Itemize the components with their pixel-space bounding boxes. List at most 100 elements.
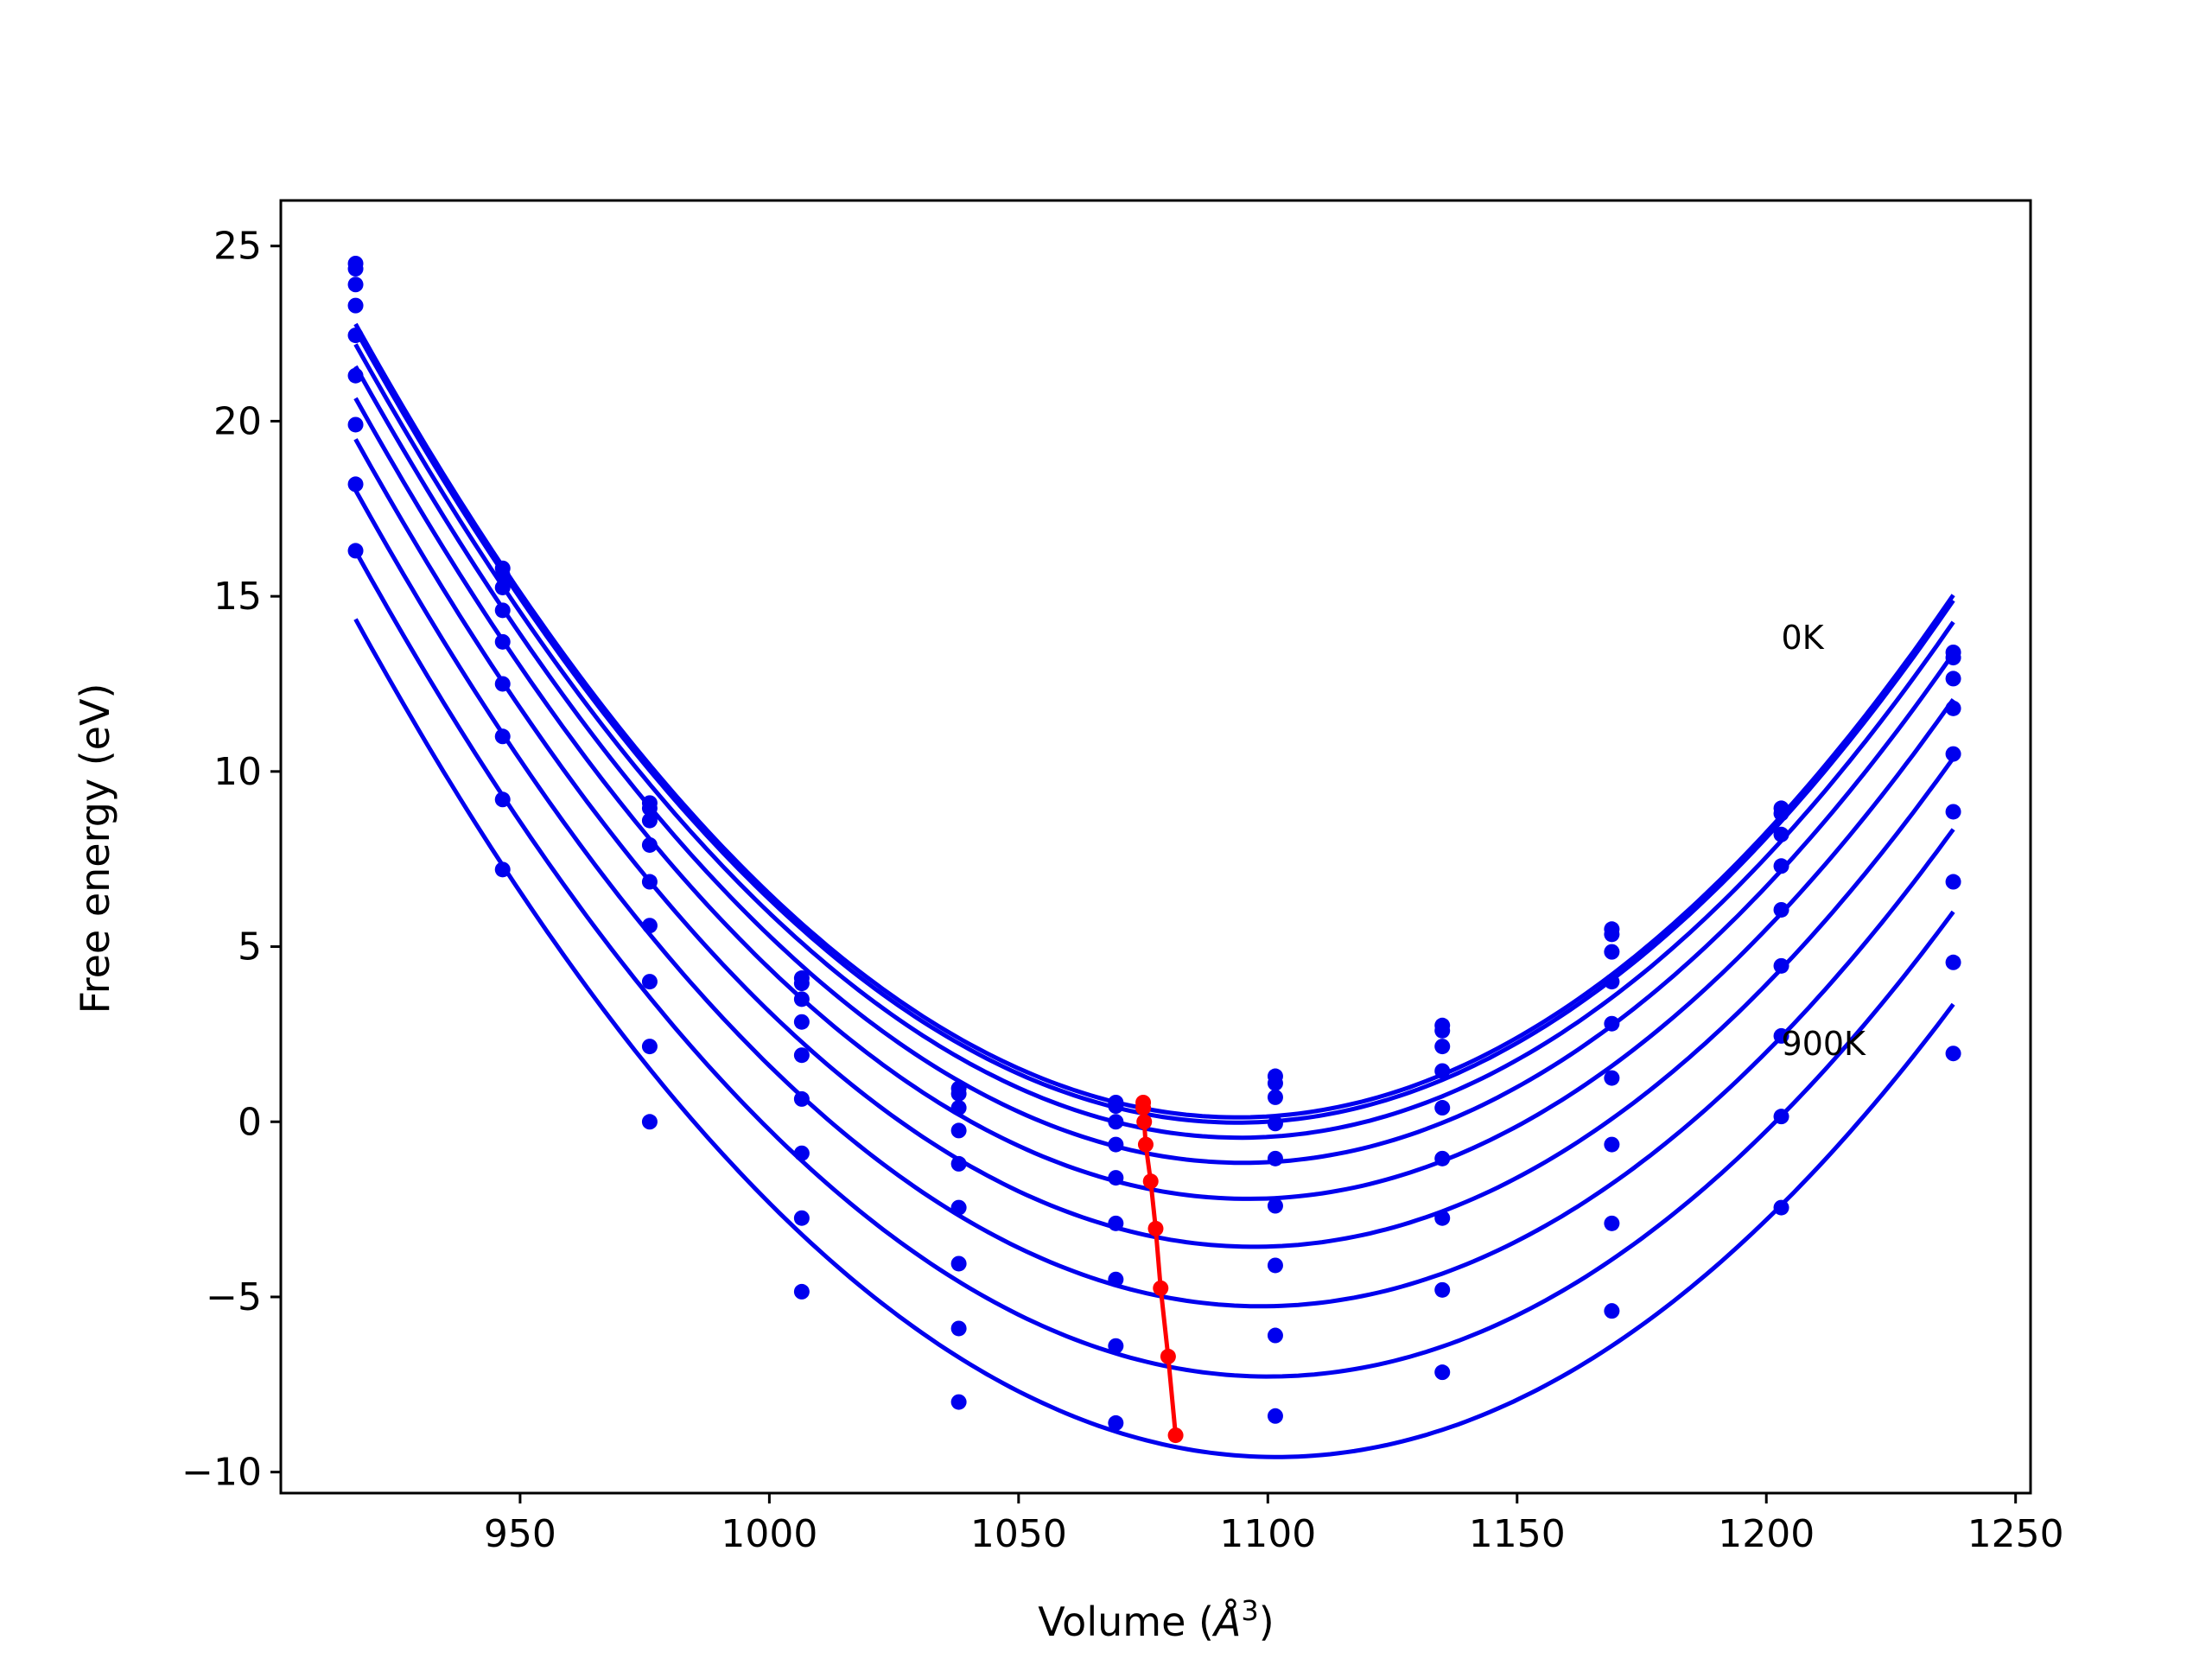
data-point xyxy=(1108,1271,1124,1287)
x-axis: 950 1000 1050 1100 1150 1200 1250 xyxy=(484,1493,2064,1556)
data-point xyxy=(347,297,364,314)
data-point xyxy=(1604,944,1620,960)
data-point xyxy=(641,1039,658,1055)
data-point xyxy=(793,1047,810,1064)
data-point xyxy=(347,543,364,559)
data-point xyxy=(1604,926,1620,943)
minimum-point xyxy=(1167,1427,1184,1444)
data-point xyxy=(347,261,364,277)
x-axis-label: Volume (Å3) xyxy=(1038,1594,1274,1645)
data-point xyxy=(347,327,364,344)
data-point xyxy=(1267,1257,1283,1274)
data-point xyxy=(1108,1098,1124,1115)
data-point xyxy=(1108,1215,1124,1231)
data-point xyxy=(793,1210,810,1226)
data-point xyxy=(1945,954,1961,970)
fit-curve-7 xyxy=(353,550,1955,1379)
x-tick-label: 1000 xyxy=(721,1512,817,1556)
data-point xyxy=(1604,1136,1620,1153)
y-tick-label: 5 xyxy=(238,925,262,969)
minimum-line xyxy=(1135,1094,1184,1444)
x-tick-label: 950 xyxy=(484,1512,556,1556)
x-tick-label: 1200 xyxy=(1718,1512,1815,1556)
data-point xyxy=(1267,1327,1283,1344)
data-point xyxy=(950,1100,967,1116)
data-point xyxy=(1434,1364,1451,1381)
data-point xyxy=(494,579,511,595)
data-point xyxy=(494,861,511,878)
data-point xyxy=(1773,826,1789,842)
data-point xyxy=(1773,901,1789,918)
data-point xyxy=(1434,1063,1451,1079)
fit-curve-0 xyxy=(353,322,1955,1120)
x-tick-label: 1250 xyxy=(1967,1512,2064,1556)
data-point xyxy=(1267,1075,1283,1091)
data-point xyxy=(1434,1281,1451,1298)
data-point xyxy=(1945,671,1961,687)
plot-frame xyxy=(279,199,2032,1495)
data-point xyxy=(1434,1210,1451,1226)
data-point xyxy=(1945,804,1961,820)
data-point xyxy=(1604,1215,1620,1231)
data-point xyxy=(641,812,658,829)
fit-curve-4 xyxy=(353,397,1955,1201)
fit-curve-2 xyxy=(353,343,1955,1141)
data-point xyxy=(1773,858,1789,874)
data-point xyxy=(1108,1136,1124,1153)
data-point xyxy=(1434,1039,1451,1055)
data-point xyxy=(494,728,511,745)
data-point xyxy=(494,602,511,619)
x-axis-unit-exponent: 3 xyxy=(1241,1594,1258,1627)
fit-curve-5 xyxy=(353,438,1955,1249)
y-tick-label: 0 xyxy=(238,1100,262,1144)
data-point xyxy=(1773,957,1789,974)
data-point xyxy=(1604,974,1620,990)
x-tick-label: 1150 xyxy=(1469,1512,1566,1556)
minimum-point xyxy=(1147,1220,1164,1236)
minimum-point xyxy=(1160,1348,1176,1364)
y-tick-label: 20 xyxy=(213,399,262,443)
data-point xyxy=(1773,1109,1789,1125)
data-point xyxy=(1267,1089,1283,1105)
data-point xyxy=(347,276,364,293)
data-point xyxy=(1945,650,1961,666)
data-point xyxy=(793,1014,810,1030)
data-point xyxy=(1945,700,1961,716)
data-point xyxy=(1267,1150,1283,1166)
y-axis: −10 −5 0 5 10 15 20 25 xyxy=(181,225,281,1495)
data-point xyxy=(793,1090,810,1107)
data-point xyxy=(494,791,511,808)
data-point xyxy=(950,1394,967,1410)
data-point xyxy=(347,476,364,493)
data-point xyxy=(641,836,658,853)
data-point xyxy=(494,676,511,692)
data-point xyxy=(793,1145,810,1161)
data-point xyxy=(641,1114,658,1130)
data-point xyxy=(1434,1022,1451,1039)
y-tick-label: 10 xyxy=(213,750,262,794)
data-point xyxy=(494,633,511,650)
data-point xyxy=(1945,746,1961,762)
minimum-point xyxy=(1135,1100,1152,1116)
data-point xyxy=(950,1122,967,1139)
data-point xyxy=(641,974,658,990)
y-tick-label: 15 xyxy=(213,575,262,619)
data-point xyxy=(793,976,810,992)
minimum-point xyxy=(1142,1173,1159,1190)
data-point xyxy=(347,416,364,433)
minimum-point xyxy=(1137,1136,1154,1153)
x-axis-unit: Å xyxy=(1211,1599,1241,1645)
data-point xyxy=(1604,1015,1620,1032)
data-point xyxy=(1108,1170,1124,1186)
y-tick-label: −5 xyxy=(206,1275,262,1319)
minimum-line-path xyxy=(1141,1102,1179,1436)
data-point xyxy=(950,1255,967,1272)
minimum-point xyxy=(1153,1280,1169,1296)
data-points xyxy=(347,255,1961,1431)
fit-curve-6 xyxy=(353,489,1955,1309)
x-tick-label: 1100 xyxy=(1219,1512,1316,1556)
y-tick-label: 25 xyxy=(213,225,262,269)
fit-curve-1 xyxy=(353,328,1955,1125)
x-tick-label: 1050 xyxy=(970,1512,1067,1556)
